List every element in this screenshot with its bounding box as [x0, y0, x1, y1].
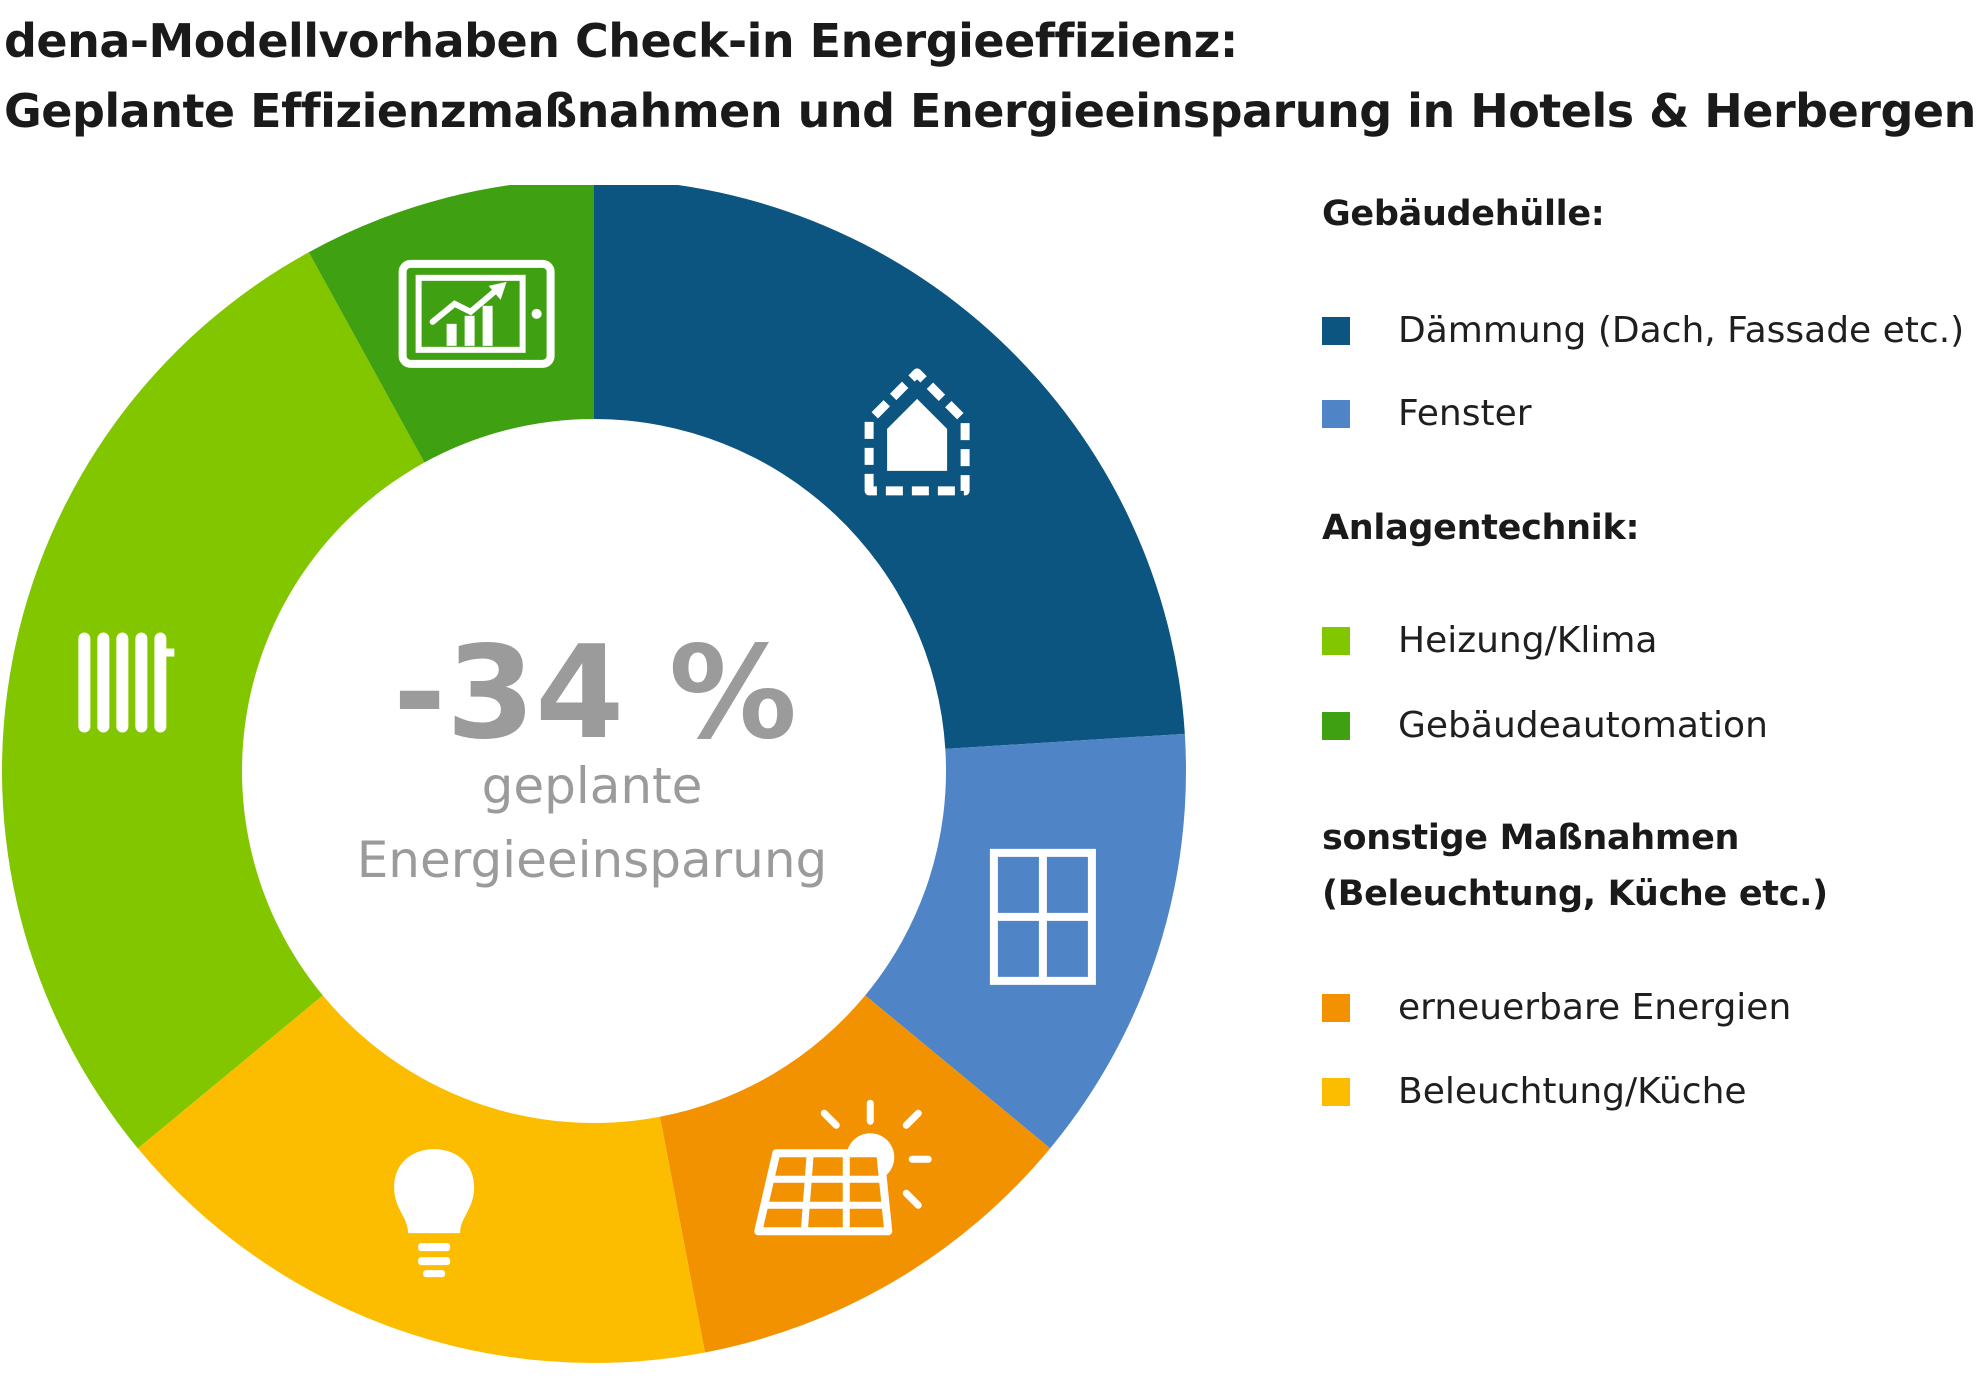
legend-group-gebaeudehuelle: Gebäudehülle:	[1322, 194, 1605, 234]
tablet-chart-icon	[398, 259, 555, 368]
solar-panel-icon	[754, 1099, 932, 1236]
legend-swatch	[1322, 627, 1350, 655]
legend-label: erneuerbare Energien	[1398, 987, 1792, 1028]
legend-group-sonstige-line-2: (Beleuchtung, Küche etc.)	[1322, 874, 1828, 914]
donut-slice-4	[1, 252, 425, 1149]
chart-title-line-1: dena-Modellvorhaben Check-in Energieeffi…	[4, 14, 1238, 68]
chart-title-line-2: Geplante Effizienzmaßnahmen und Energiee…	[4, 84, 1976, 138]
window-icon	[989, 848, 1096, 985]
legend-label: Beleuchtung/Küche	[1398, 1071, 1747, 1112]
legend-label: Gebäudeautomation	[1398, 705, 1768, 746]
legend-label: Heizung/Klima	[1398, 620, 1658, 661]
legend-group-anlagentechnik: Anlagentechnik:	[1322, 508, 1640, 548]
center-value: -34 %	[393, 619, 797, 768]
donut-slice-5	[308, 185, 594, 463]
legend-swatch	[1322, 1078, 1350, 1106]
legend-swatch	[1322, 712, 1350, 740]
donut-chart: -34 % geplante Energieeinsparung	[1, 185, 1186, 1363]
legend-swatch	[1322, 317, 1350, 345]
radiator-icon	[78, 632, 175, 733]
legend-group-sonstige-line-1: sonstige Maßnahmen	[1322, 818, 1740, 858]
center-label-line-2: Energieeinsparung	[357, 831, 828, 889]
donut-slice-1	[865, 733, 1186, 1149]
legend-swatch	[1322, 400, 1350, 428]
legend-label: Fenster	[1398, 393, 1532, 434]
center-label-line-1: geplante	[482, 757, 703, 815]
legend-swatch	[1322, 994, 1350, 1022]
light-bulb-icon	[394, 1149, 475, 1278]
house-outline-icon	[864, 368, 970, 496]
legend-label: Dämmung (Dach, Fassade etc.)	[1398, 310, 1965, 351]
